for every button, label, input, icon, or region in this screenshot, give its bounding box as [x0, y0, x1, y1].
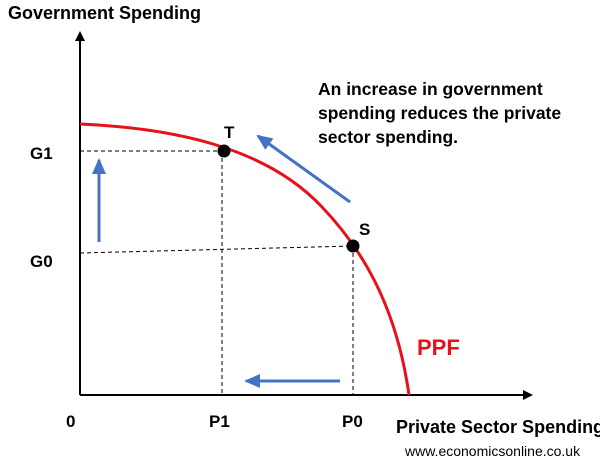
point-s [346, 239, 360, 253]
g1-label: G1 [30, 144, 53, 163]
ppf-curve [79, 122, 411, 396]
annotation-text: An increase in government spending reduc… [318, 79, 562, 147]
g0-label: G0 [30, 252, 53, 271]
origin-label: 0 [66, 412, 75, 431]
guide-lines [79, 150, 354, 395]
p0-label: P0 [342, 412, 363, 431]
point-t [217, 144, 231, 158]
ppf-label: PPF [417, 335, 460, 360]
diagonal-arrow [256, 134, 351, 204]
point-t-label: T [224, 123, 235, 142]
watermark: www.economicsonline.co.uk [404, 443, 581, 459]
y-axis-title: Government Spending [8, 3, 201, 23]
g0-guide [79, 245, 354, 254]
p1-label: P1 [209, 412, 230, 431]
x-axis-title: Private Sector Spending [396, 417, 600, 437]
point-s-label: S [359, 220, 370, 239]
